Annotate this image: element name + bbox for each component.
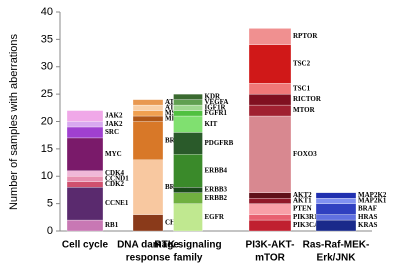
bar-segment: [132, 121, 164, 160]
segment-label: PTEN: [293, 205, 312, 213]
segment-label: AKT2: [293, 191, 312, 199]
bar-segment: [66, 121, 104, 128]
segment-label: ERBB2: [205, 194, 228, 202]
x-tick-label: mTOR: [255, 253, 286, 264]
bar-segment: [248, 214, 292, 221]
segment-label: RPTOR: [293, 32, 318, 40]
segment-label: JAK2: [105, 112, 123, 120]
bar-segment: [248, 115, 292, 193]
segment-label: ERBB3: [205, 186, 228, 194]
segment-label: RICTOR: [293, 95, 322, 103]
bar-segment: [315, 197, 357, 204]
segment-label: MYC: [105, 150, 122, 158]
bar-segment: [173, 187, 203, 193]
x-tick-label: Ras-Raf-MEK-: [303, 240, 370, 251]
segment-label: PDGFRB: [205, 139, 234, 147]
segment-label: ERBB4: [205, 166, 228, 174]
segment-label: TSC2: [293, 60, 311, 68]
bar-segment: [173, 132, 203, 155]
y-tick-label: 10: [41, 170, 53, 182]
y-tick-label: 40: [41, 6, 53, 18]
bar-segment: [132, 115, 164, 122]
bar-segment: [173, 104, 203, 111]
bar-segment: [66, 126, 104, 139]
bar-segment: [66, 170, 104, 177]
y-tick-label: 35: [41, 33, 53, 45]
x-tick-label: Erk/JNK: [317, 253, 357, 264]
y-tick-label: 30: [41, 61, 53, 73]
segment-label: ATM: [165, 103, 181, 111]
bar-segment: [248, 104, 292, 117]
segment-label: PIK3CA: [293, 221, 319, 229]
x-tick-label: DNA damage: [117, 240, 179, 251]
segment-label: CDK2: [105, 180, 125, 188]
x-tick-label: Cell cycle: [62, 240, 109, 251]
y-tick-label: 20: [41, 115, 53, 127]
bar-segment: [66, 137, 104, 171]
x-tick-label: response: [126, 253, 171, 264]
bar-segment: [248, 203, 292, 215]
bar-segment: [132, 214, 164, 232]
segment-label: SRC: [105, 128, 119, 136]
x-tick-label: family: [174, 253, 203, 264]
x-tick-label: PI3K-AKT-: [246, 240, 295, 251]
bar-segment: [173, 110, 203, 117]
y-tick-label: 15: [41, 143, 53, 155]
bar-segment: [248, 197, 292, 204]
segment-label: BRAF: [358, 205, 377, 213]
bar-segment: [173, 192, 203, 204]
segment-label: IGF1R: [205, 103, 227, 111]
segment-label: MAP2K1: [358, 196, 387, 204]
bar-segment: [66, 110, 104, 122]
bar-segment: [173, 115, 203, 133]
bar-segment: [132, 159, 164, 215]
segment-label: EGFR: [205, 213, 225, 221]
bar-segment: [66, 219, 104, 232]
segment-label: ATR: [165, 98, 180, 106]
bar-segment: [315, 214, 357, 221]
segment-label: TSC1: [293, 84, 311, 92]
bar-segment: [173, 203, 203, 232]
segment-label: CDK4: [105, 169, 125, 177]
segment-label: RB1: [105, 221, 119, 229]
y-axis-title: Number of samples with aberrations: [8, 33, 20, 210]
bar-segment: [248, 28, 292, 45]
bar-segment: [173, 154, 203, 188]
bar-segment: [315, 219, 357, 232]
segment-label: JAK2: [105, 120, 123, 128]
y-tick-label: 5: [47, 198, 53, 210]
segment-label: MTOR: [293, 106, 316, 114]
segment-label: KIT: [205, 120, 218, 128]
segment-label: KRAS: [358, 221, 378, 229]
bar-segment: [248, 44, 292, 84]
bar-segment: [66, 181, 104, 188]
bar-segment: [66, 187, 104, 221]
x-tick-label: RTK signaling: [154, 240, 221, 251]
segment-label: VEGFA: [205, 98, 229, 106]
bar-segment: [66, 176, 104, 182]
segment-label: CCNE1: [105, 199, 129, 207]
bar-segment: [248, 83, 292, 95]
bar-segment: [132, 99, 164, 106]
segment-label: FOXO3: [293, 150, 317, 158]
segment-label: KDR: [205, 92, 222, 100]
bar-segment: [132, 104, 164, 111]
bar-segment: [315, 203, 357, 215]
bar-segment: [248, 93, 292, 106]
segment-label: AKT1: [293, 196, 312, 204]
segment-label: CCND1: [105, 175, 129, 183]
y-tick-label: 0: [47, 225, 53, 237]
bar-segment: [248, 219, 292, 232]
segment-label: HRAS: [358, 213, 378, 221]
bar-segment: [315, 192, 357, 199]
segment-label: MAP2K2: [358, 191, 387, 199]
bar-segment: [173, 93, 203, 100]
bar-segment: [248, 192, 292, 199]
y-tick-label: 25: [41, 88, 53, 100]
segment-label: PIK3R1: [293, 213, 318, 221]
bar-segment: [173, 99, 203, 106]
segment-label: FGFR1: [205, 109, 228, 117]
bar-segment: [132, 110, 164, 117]
